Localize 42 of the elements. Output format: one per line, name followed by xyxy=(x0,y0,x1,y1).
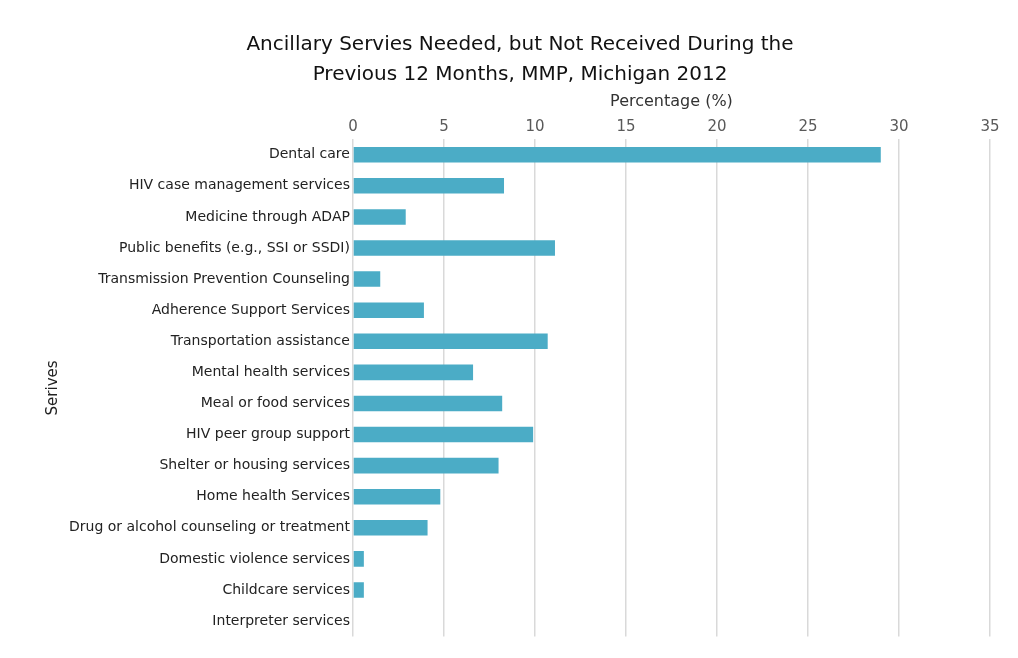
x-tick-label: 10 xyxy=(525,117,545,136)
x-tick-label: 35 xyxy=(980,117,1000,136)
bar xyxy=(353,364,474,381)
x-tick-label: 0 xyxy=(348,117,358,136)
y-tick-label: Mental health services xyxy=(191,363,350,379)
x-tick-label: 5 xyxy=(439,117,449,136)
y-tick-label: Home health Services xyxy=(196,487,350,504)
y-tick-label: Shelter or housing services xyxy=(159,456,350,473)
y-tick-label: Transportation assistance xyxy=(169,331,350,348)
x-tick-label: 15 xyxy=(616,117,636,136)
bar xyxy=(353,582,364,598)
y-tick-label: Dental care xyxy=(268,145,350,162)
x-tick-label: 30 xyxy=(889,117,909,136)
chart-title: Ancillary Servies Needed, but Not Received During the Previous 12 Months, MMP, Michigan 2012 xyxy=(245,30,795,87)
bar xyxy=(353,240,555,256)
bar xyxy=(353,551,364,567)
bar xyxy=(353,333,548,350)
bar xyxy=(353,426,534,443)
bar xyxy=(353,488,441,505)
y-tick-label: Transmission Prevention Counseling xyxy=(97,269,350,286)
x-tick-label: 20 xyxy=(707,117,727,136)
y-tick-label: Adherence Support Services xyxy=(151,300,350,317)
y-tick-label: Medicine through ADAP xyxy=(185,207,350,224)
x-tick-label: 25 xyxy=(798,117,818,136)
x-axis-title: Percentage (%) xyxy=(610,90,733,110)
bar xyxy=(353,178,505,194)
bar xyxy=(353,395,503,412)
y-tick-label: HIV case management services xyxy=(128,176,350,193)
y-tick-label: HIV peer group support xyxy=(186,425,351,442)
bar xyxy=(353,520,428,536)
bar xyxy=(353,457,499,474)
y-tick-label: Childcare services xyxy=(222,580,350,597)
bar xyxy=(353,271,381,287)
y-tick-label: Meal or food services xyxy=(200,394,350,411)
bar xyxy=(353,302,424,318)
y-tick-label: Drug or alcohol counseling or treatment xyxy=(69,518,351,535)
y-axis-title: Serives xyxy=(42,360,61,416)
y-tick-label: Public benefits (e.g., SSI or SSDI) xyxy=(118,238,350,255)
y-tick-label: Interpreter services xyxy=(212,611,350,628)
bar xyxy=(353,146,881,163)
bar xyxy=(353,209,406,225)
y-tick-label: Domestic violence services xyxy=(159,549,350,566)
